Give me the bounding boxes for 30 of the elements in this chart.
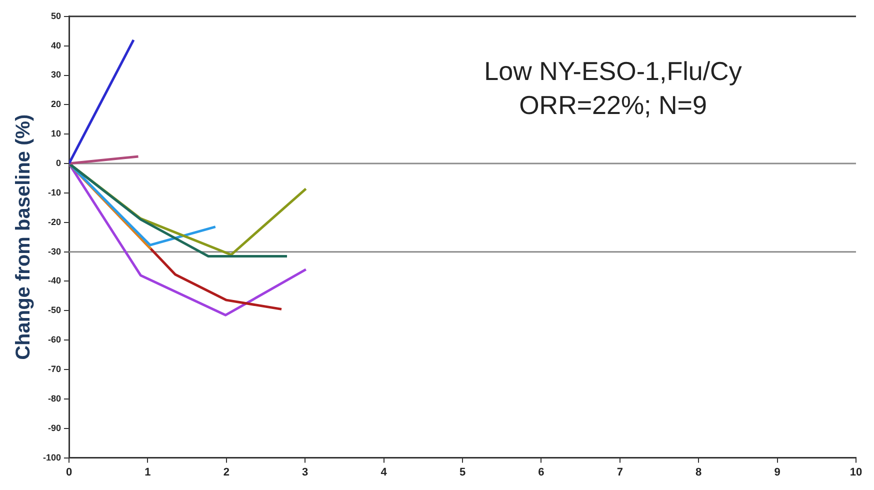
annotation: ORR=22%; N=9 xyxy=(518,89,708,122)
y-tick-label: -30 xyxy=(48,246,62,256)
x-tick-label: 5 xyxy=(459,466,466,478)
y-tick-label: -10 xyxy=(48,187,62,198)
y-tick-label: -40 xyxy=(48,276,62,286)
x-tick-label: 6 xyxy=(538,466,544,478)
annotation: Low NY-ESO-1,Flu/Cy xyxy=(483,55,743,88)
y-tick-label: -50 xyxy=(48,305,62,316)
x-tick-label: 10 xyxy=(850,466,862,478)
x-tick-label: 3 xyxy=(302,466,308,478)
x-tick-label: 9 xyxy=(774,466,780,478)
y-tick-label: -90 xyxy=(48,422,62,433)
y-tick-label: 20 xyxy=(51,99,62,110)
y-axis-title: Change from baseline (%) xyxy=(12,114,35,360)
y-tick-label: -20 xyxy=(48,216,62,227)
x-tick-label: 0 xyxy=(66,466,72,478)
y-tick-label: 30 xyxy=(51,70,62,80)
y-tick-label: -70 xyxy=(48,364,62,374)
x-tick-label: 8 xyxy=(696,466,702,478)
y-tick-label: -80 xyxy=(48,393,62,404)
y-tick-label: 40 xyxy=(51,40,62,50)
x-tick-label: 1 xyxy=(144,466,151,478)
x-tick-label: 2 xyxy=(223,466,230,478)
y-tick-label: -100 xyxy=(43,452,62,462)
y-tick-label: -60 xyxy=(48,334,62,345)
y-tick-label: 0 xyxy=(56,158,62,168)
x-tick-label: 7 xyxy=(616,466,623,478)
y-tick-label: 50 xyxy=(51,10,62,21)
x-tick-label: 4 xyxy=(380,466,388,478)
y-tick-label: 10 xyxy=(51,128,62,139)
